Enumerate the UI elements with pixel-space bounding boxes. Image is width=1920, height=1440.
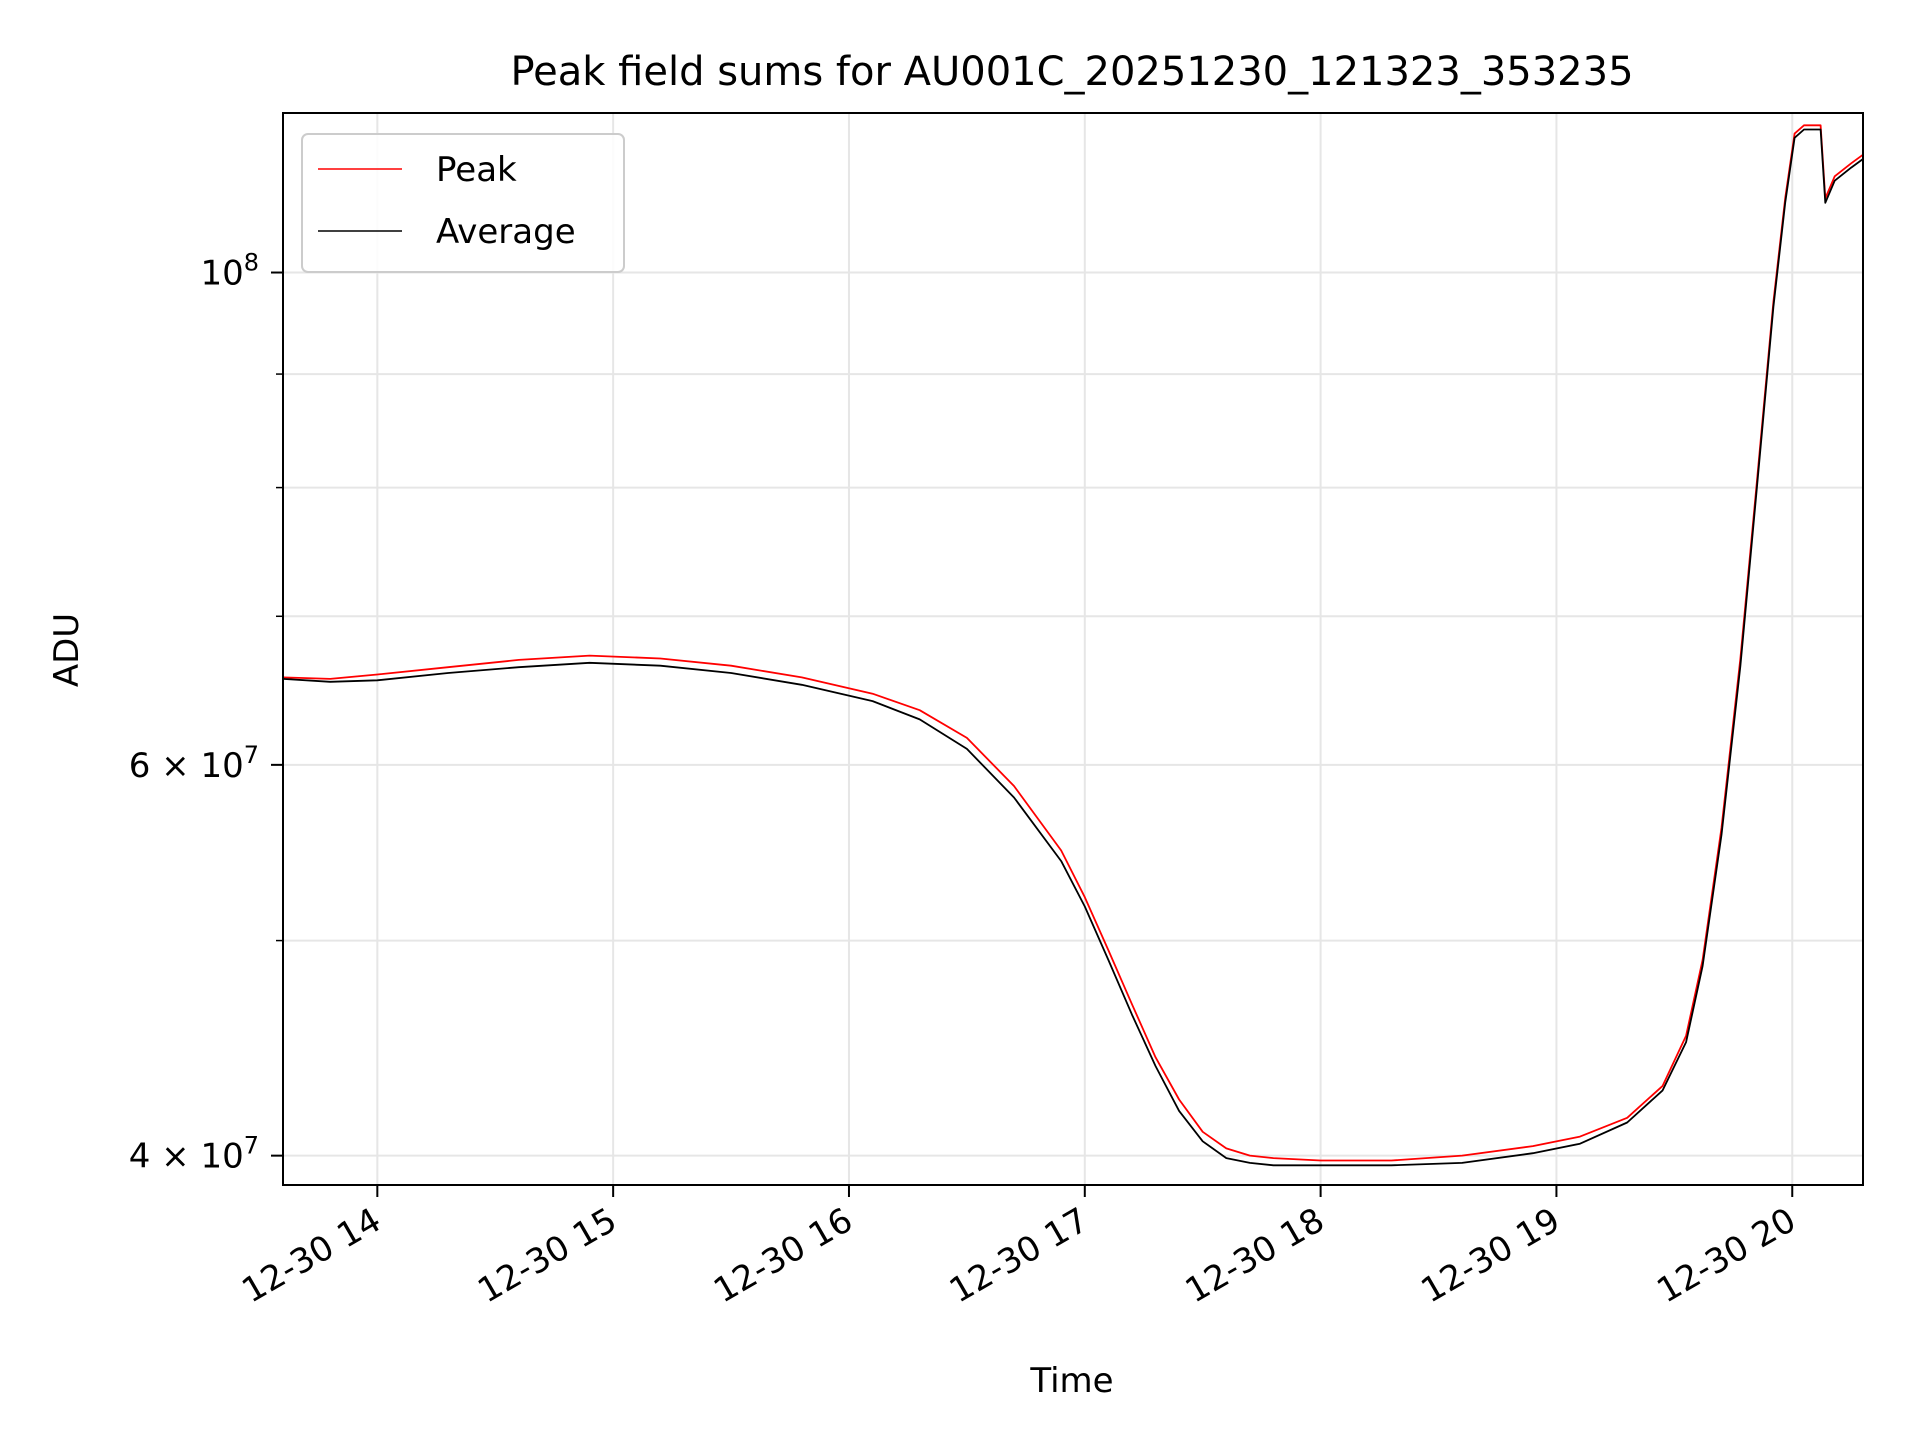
plot-lines	[282, 124, 1864, 1167]
grid	[283, 113, 1863, 1185]
legend-label-peak: Peak	[436, 150, 517, 190]
plot-frame	[282, 112, 1864, 1186]
y-axis-label: ADU	[47, 613, 87, 687]
legend-label-average: Average	[436, 212, 576, 252]
x-axis-label: Time	[1029, 1361, 1113, 1401]
y-tick-label: 6 × 107	[129, 741, 259, 786]
y-tick-label: 4 × 107	[129, 1132, 259, 1177]
chart-title: Peak field sums for AU001C_20251230_1213…	[510, 49, 1633, 95]
series-line-average	[282, 128, 1864, 1167]
legend: Peak Average	[301, 133, 625, 273]
